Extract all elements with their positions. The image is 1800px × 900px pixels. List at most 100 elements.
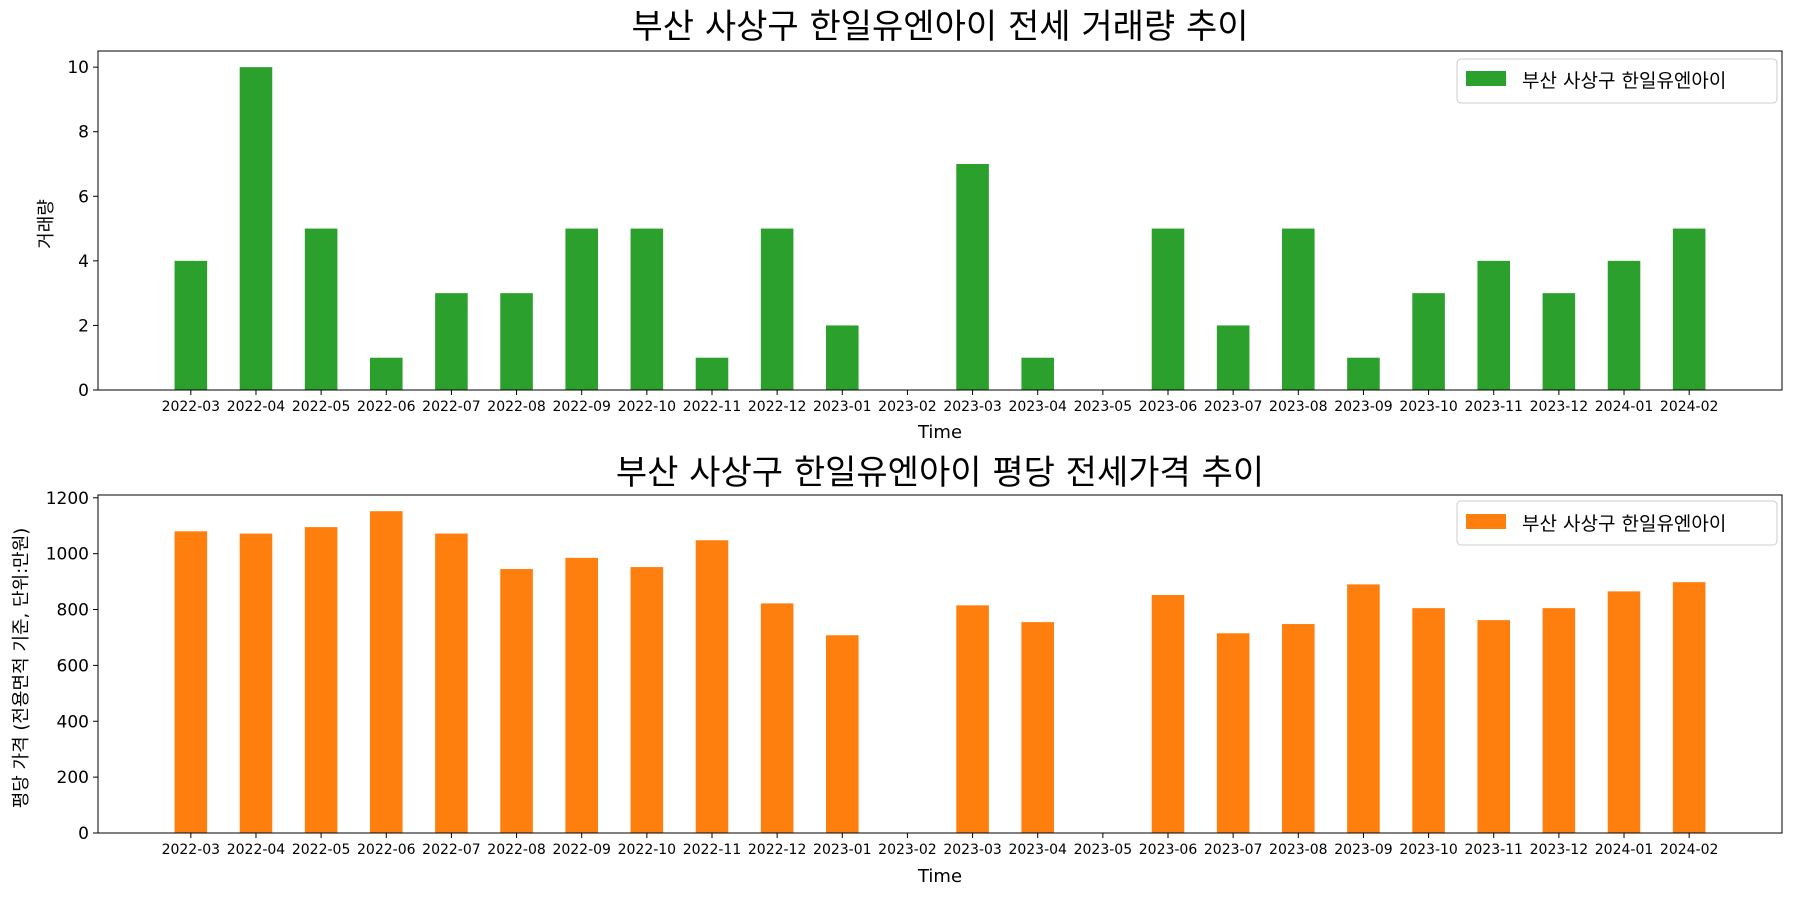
legend-label: 부산 사상구 한일유엔아이: [1522, 513, 1726, 535]
bar-2022-04: [239, 533, 273, 833]
bar-2023-03: [956, 605, 989, 833]
plot-area: 0 200 400 600 800 1000 1200 2022-03 2022-04 2022-…: [46, 489, 1783, 858]
bar-2023-10: [1412, 608, 1445, 833]
bar-2022-10: [630, 567, 664, 833]
x-tick-label: 2023-10: [1399, 842, 1458, 858]
y-tick-label: 400: [57, 712, 89, 732]
bar-2022-06: [369, 511, 403, 833]
bar-2023-11: [1477, 620, 1511, 833]
x-tick-label: 2024-02: [1660, 399, 1719, 415]
x-tick-label: 2022-05: [292, 399, 351, 415]
bar-2024-01: [1607, 260, 1641, 390]
x-tick-label: 2022-03: [162, 842, 221, 858]
bar-2022-05: [304, 228, 338, 390]
x-tick-label: 2023-07: [1204, 399, 1263, 415]
x-tick-label: 2023-03: [943, 842, 1002, 858]
bar-2024-02: [1672, 228, 1706, 390]
x-tick-label: 2022-10: [618, 842, 677, 858]
x-tick-label: 2022-07: [422, 842, 481, 858]
y-tick-label: 2: [78, 316, 89, 336]
x-tick-label: 2023-09: [1334, 842, 1393, 858]
legend-frame: [1456, 500, 1778, 546]
bar-2022-03: [174, 531, 208, 833]
x-tick-label: 2023-11: [1464, 842, 1523, 858]
bar-2023-06: [1151, 595, 1185, 833]
x-tick-label: 2022-12: [748, 842, 807, 858]
bar-2022-07: [435, 293, 468, 390]
chart-transaction-volume: 부산 사상구 한일유엔아이 전세 거래량 추이 0 2 4 6 8 10 2022-03 20…: [36, 7, 1783, 443]
y-axis-label: 거래량: [36, 199, 57, 249]
x-tick-label: 2023-04: [1008, 842, 1067, 858]
bar-2023-12: [1542, 293, 1576, 390]
chart-title: 부산 사상구 한일유엔아이 전세 거래량 추이: [631, 7, 1248, 47]
bar-2023-11: [1477, 260, 1511, 390]
x-tick-label: 2023-09: [1334, 399, 1393, 415]
bar-2023-08: [1282, 228, 1315, 390]
y-tick-label: 800: [57, 601, 89, 621]
x-tick-label: 2023-04: [1008, 399, 1067, 415]
legend-swatch: [1466, 71, 1506, 86]
chart-title: 부산 사상구 한일유엔아이 평당 전세가격 추이: [616, 453, 1264, 493]
y-tick-label: 10: [67, 58, 89, 78]
bar-2023-09: [1347, 584, 1380, 833]
x-tick-label: 2024-02: [1660, 842, 1719, 858]
bar-2022-08: [500, 569, 533, 833]
x-tick-label: 2023-11: [1464, 399, 1523, 415]
axes-frame: [97, 494, 1783, 834]
x-tick-label: 2022-12: [748, 399, 807, 415]
bar-2024-02: [1672, 582, 1706, 833]
x-tick-label: 2023-01: [813, 399, 872, 415]
y-tick-label: 4: [78, 252, 89, 272]
bar-2023-01: [826, 325, 859, 390]
x-tick-label: 2023-03: [943, 399, 1002, 415]
x-tick-label: 2022-04: [227, 399, 286, 415]
x-tick-label: 2023-12: [1530, 842, 1589, 858]
bar-2024-01: [1607, 591, 1641, 833]
x-tick-label: 2022-04: [227, 842, 286, 858]
bar-2022-06: [369, 357, 403, 390]
bar-2022-11: [695, 357, 729, 390]
bar-2022-09: [565, 228, 598, 390]
x-tick-label: 2022-11: [683, 842, 742, 858]
y-tick-label: 1200: [46, 489, 89, 509]
x-tick-label: 2023-02: [878, 842, 937, 858]
x-tick-label: 2022-11: [683, 399, 742, 415]
y-tick-label: 8: [78, 123, 89, 143]
x-tick-label: 2023-05: [1074, 842, 1133, 858]
x-tick-label: 2023-10: [1399, 399, 1458, 415]
bar-2022-07: [435, 533, 468, 833]
x-tick-label: 2022-09: [552, 842, 611, 858]
bar-2022-12: [760, 228, 794, 390]
y-tick-label: 6: [78, 187, 89, 207]
bar-2022-10: [630, 228, 664, 390]
x-tick-label: 2023-08: [1269, 399, 1328, 415]
bar-2023-03: [956, 164, 989, 390]
x-tick-label: 2023-07: [1204, 842, 1263, 858]
y-tick-label: 1000: [46, 545, 89, 565]
y-tick-label: 600: [57, 656, 89, 676]
x-tick-label: 2022-06: [357, 842, 416, 858]
x-tick-label: 2023-01: [813, 842, 872, 858]
x-tick-label: 2023-08: [1269, 842, 1328, 858]
bar-2023-04: [1021, 357, 1054, 390]
x-tick-label: 2024-01: [1595, 842, 1654, 858]
bar-2023-07: [1216, 325, 1250, 390]
x-tick-label: 2022-08: [487, 399, 546, 415]
x-tick-label: 2023-06: [1139, 842, 1198, 858]
x-tick-label: 2022-06: [357, 399, 416, 415]
x-tick-label: 2022-09: [552, 399, 611, 415]
x-tick-label: 2023-05: [1074, 399, 1133, 415]
bar-2023-10: [1412, 293, 1445, 390]
bar-2023-01: [826, 635, 859, 833]
x-tick-label: 2022-03: [162, 399, 221, 415]
legend-frame: [1456, 58, 1778, 104]
bar-2023-04: [1021, 622, 1054, 833]
y-tick-label: 200: [57, 768, 89, 788]
plot-area: 0 2 4 6 8 10 2022-03 2022-04 2022-05 2022-06 2022-…: [67, 50, 1783, 415]
x-tick-label: 2023-12: [1530, 399, 1589, 415]
bar-2023-12: [1542, 608, 1576, 833]
x-tick-label: 2022-10: [618, 399, 677, 415]
bar-2022-03: [174, 260, 208, 390]
legend: 부산 사상구 한일유엔아이: [1456, 500, 1778, 546]
